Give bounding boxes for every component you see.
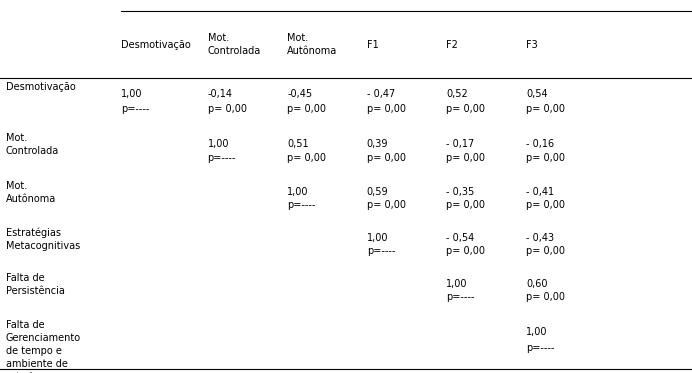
Text: p= 0,00: p= 0,00 (526, 200, 565, 210)
Text: p=----: p=---- (526, 343, 554, 352)
Text: Falta de
Persistência: Falta de Persistência (6, 273, 64, 296)
Text: 1,00: 1,00 (367, 233, 388, 243)
Text: Estratégias
Metacognitivas: Estratégias Metacognitivas (6, 228, 80, 251)
Text: Mot.
Autônoma: Mot. Autônoma (287, 33, 338, 56)
Text: 0,39: 0,39 (367, 139, 388, 149)
Text: F3: F3 (526, 40, 538, 50)
Text: p= 0,00: p= 0,00 (446, 104, 485, 113)
Text: p= 0,00: p= 0,00 (367, 200, 406, 210)
Text: p=----: p=---- (121, 104, 149, 113)
Text: p= 0,00: p= 0,00 (287, 104, 326, 113)
Text: - 0,35: - 0,35 (446, 187, 475, 197)
Text: - 0,54: - 0,54 (446, 233, 475, 243)
Text: 0,59: 0,59 (367, 187, 388, 197)
Text: - 0,43: - 0,43 (526, 233, 554, 243)
Text: Mot.
Controlada: Mot. Controlada (6, 132, 59, 156)
Text: p= 0,00: p= 0,00 (526, 104, 565, 113)
Text: 0,51: 0,51 (287, 139, 309, 149)
Text: F2: F2 (446, 40, 458, 50)
Text: p= 0,00: p= 0,00 (526, 153, 565, 163)
Text: Desmotivação: Desmotivação (6, 82, 75, 93)
Text: p=----: p=---- (287, 200, 316, 210)
Text: Desmotivação: Desmotivação (121, 40, 191, 50)
Text: p=----: p=---- (446, 292, 475, 302)
Text: 0,54: 0,54 (526, 90, 547, 100)
Text: 0,60: 0,60 (526, 279, 547, 289)
Text: 0,52: 0,52 (446, 90, 468, 100)
Text: p= 0,00: p= 0,00 (208, 104, 246, 113)
Text: p= 0,00: p= 0,00 (446, 153, 485, 163)
Text: p= 0,00: p= 0,00 (287, 153, 326, 163)
Text: -0,45: -0,45 (287, 90, 312, 100)
Text: p=----: p=---- (367, 246, 395, 256)
Text: p= 0,00: p= 0,00 (367, 104, 406, 113)
Text: 1,00: 1,00 (526, 327, 547, 338)
Text: - 0,47: - 0,47 (367, 90, 395, 100)
Text: p= 0,00: p= 0,00 (446, 246, 485, 256)
Text: - 0,16: - 0,16 (526, 139, 554, 149)
Text: p= 0,00: p= 0,00 (526, 292, 565, 302)
Text: 1,00: 1,00 (446, 279, 468, 289)
Text: Mot.
Controlada: Mot. Controlada (208, 33, 261, 56)
Text: Mot.
Autônoma: Mot. Autônoma (6, 181, 56, 204)
Text: 1,00: 1,00 (208, 139, 229, 149)
Text: - 0,41: - 0,41 (526, 187, 554, 197)
Text: p= 0,00: p= 0,00 (367, 153, 406, 163)
Text: 1,00: 1,00 (121, 90, 143, 100)
Text: -0,14: -0,14 (208, 90, 233, 100)
Text: F1: F1 (367, 40, 379, 50)
Text: p= 0,00: p= 0,00 (526, 246, 565, 256)
Text: p= 0,00: p= 0,00 (446, 200, 485, 210)
Text: Falta de
Gerenciamento
de tempo e
ambiente de
estudo: Falta de Gerenciamento de tempo e ambien… (6, 320, 81, 373)
Text: - 0,17: - 0,17 (446, 139, 475, 149)
Text: p=----: p=---- (208, 153, 236, 163)
Text: 1,00: 1,00 (287, 187, 309, 197)
